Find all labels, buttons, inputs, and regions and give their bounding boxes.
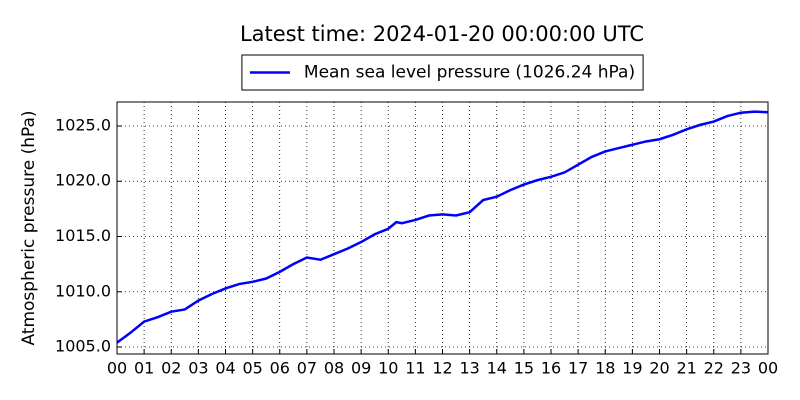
x-tick-label: 22 xyxy=(704,359,724,378)
y-tick-label: 1015.0 xyxy=(55,226,111,245)
y-tick-label: 1025.0 xyxy=(55,115,111,134)
x-tick-label: 00 xyxy=(758,359,778,378)
x-tick-label: 18 xyxy=(595,359,615,378)
y-tick-label: 1005.0 xyxy=(55,337,111,356)
x-tick-label: 13 xyxy=(459,359,479,378)
x-tick-label: 19 xyxy=(622,359,642,378)
y-axis-label: Atmospheric pressure (hPa) xyxy=(19,110,39,345)
x-tick-label: 01 xyxy=(134,359,154,378)
data-line xyxy=(116,110,769,344)
x-tick-label: 10 xyxy=(378,359,398,378)
x-tick-label: 15 xyxy=(514,359,534,378)
x-tick-label: 00 xyxy=(107,359,127,378)
x-tick-label: 08 xyxy=(324,359,344,378)
x-tick-label: 04 xyxy=(215,359,235,378)
y-tick-label: 1020.0 xyxy=(55,171,111,190)
x-tick-label: 23 xyxy=(731,359,751,378)
x-tick-label: 11 xyxy=(405,359,425,378)
x-tick-label: 12 xyxy=(432,359,452,378)
chart-title: Latest time: 2024-01-20 00:00:00 UTC xyxy=(240,22,644,46)
x-tick-label: 20 xyxy=(649,359,669,378)
legend: Mean sea level pressure (1026.24 hPa) xyxy=(241,54,644,91)
x-tick-label: 16 xyxy=(541,359,561,378)
legend-box xyxy=(241,54,644,91)
x-tick-label: 05 xyxy=(242,359,262,378)
x-tick-label: 21 xyxy=(676,359,696,378)
x-tick-label: 02 xyxy=(161,359,181,378)
x-tick-label: 06 xyxy=(270,359,290,378)
x-tick-label: 14 xyxy=(487,359,507,378)
x-tick-label: 09 xyxy=(351,359,371,378)
x-tick-label: 17 xyxy=(568,359,588,378)
legend-label: Mean sea level pressure (1026.24 hPa) xyxy=(304,63,635,83)
plot-frame xyxy=(116,101,769,355)
x-tick-label: 07 xyxy=(297,359,317,378)
y-tick-label: 1010.0 xyxy=(55,281,111,300)
x-tick-label: 03 xyxy=(188,359,208,378)
